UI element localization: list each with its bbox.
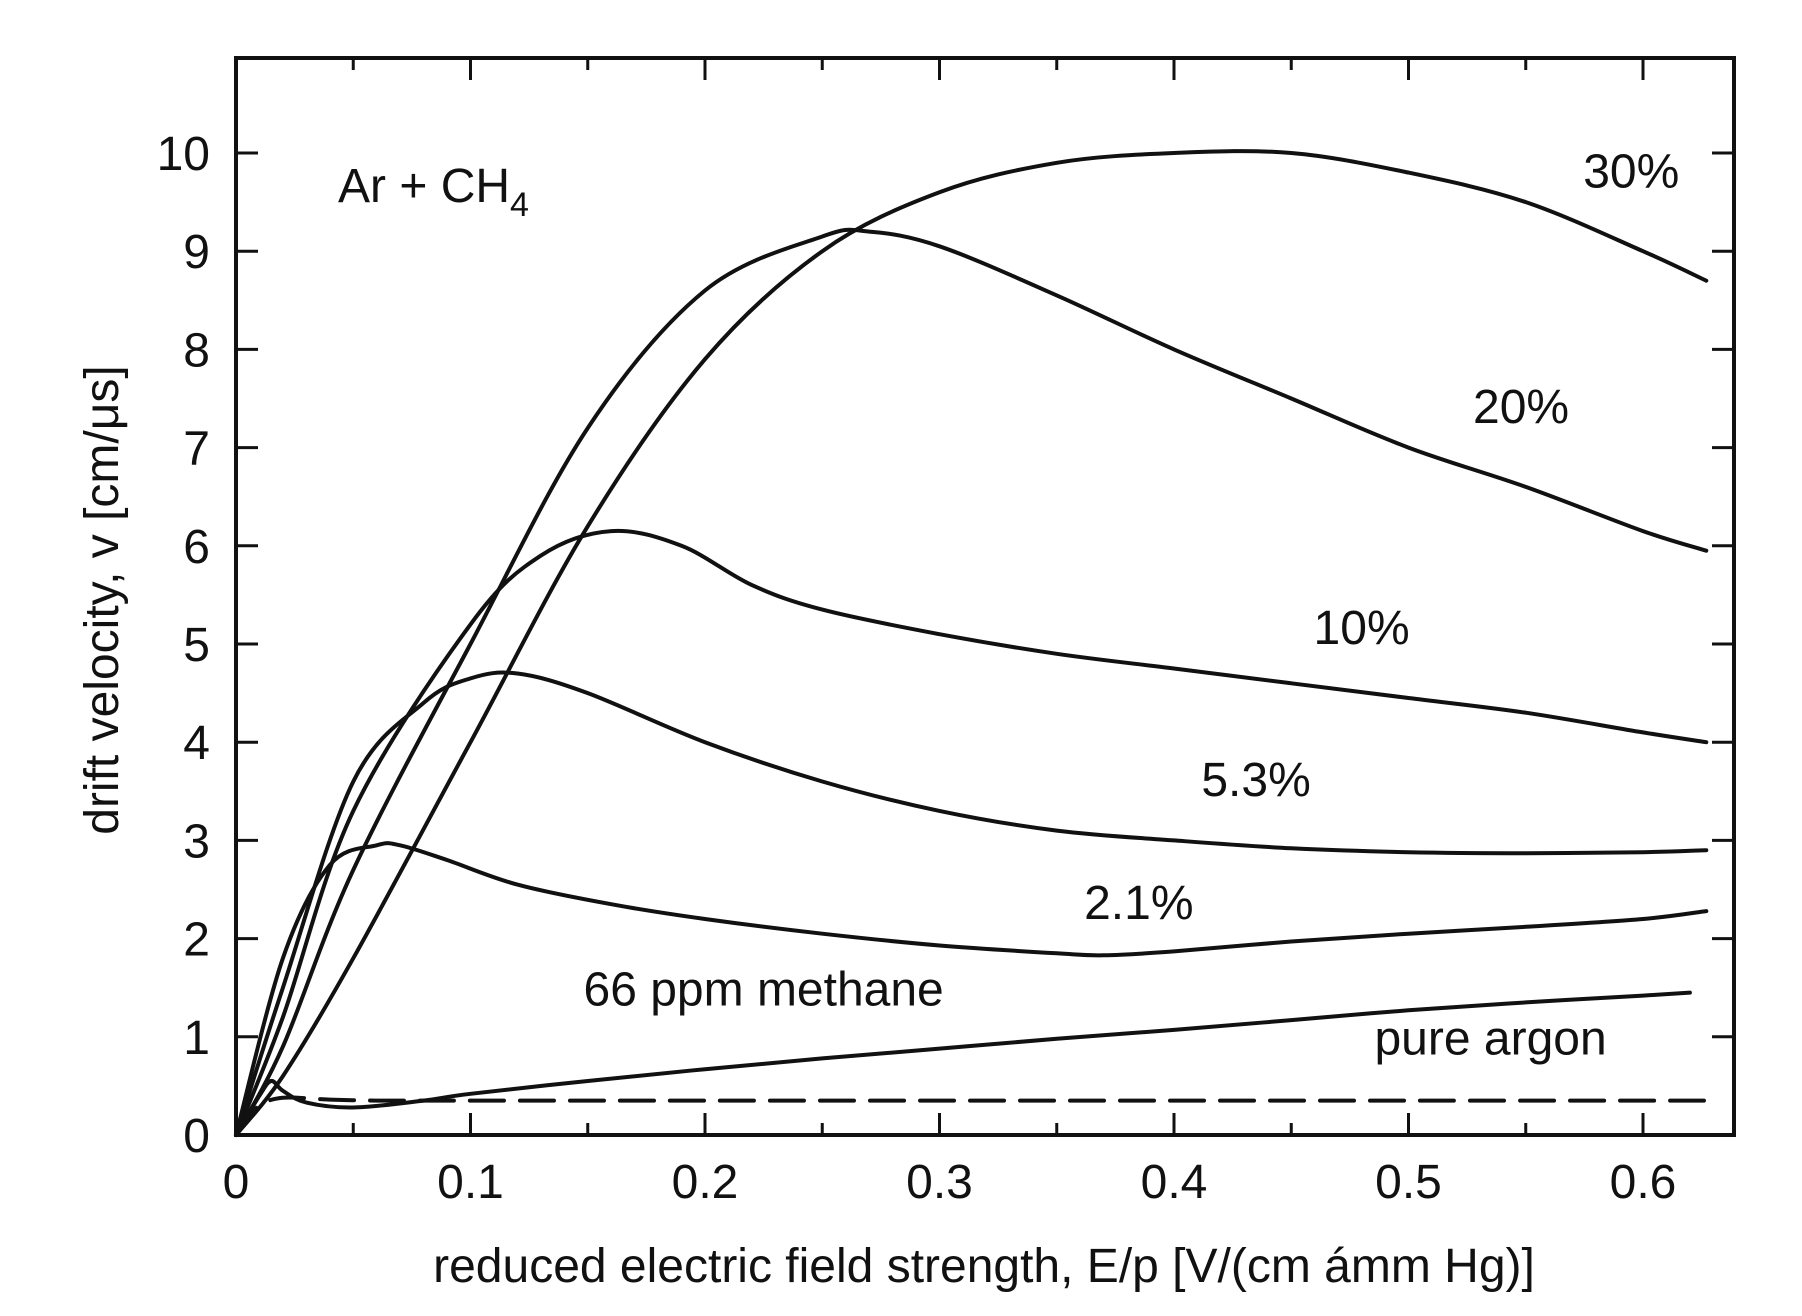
y-tick-label: 5	[183, 619, 210, 672]
series-line-0	[234, 149, 1709, 1137]
series-line-6	[234, 1095, 1709, 1137]
y-tick-label: 2	[183, 914, 210, 967]
tick-labels: 0 0.1 0.2 0.3 0.4 0.5 0.6 0 1 2 3 4 5 6 7 8 9 10	[157, 128, 1677, 1209]
x-tick-label: 0.2	[672, 1156, 739, 1209]
curve-label-0: 30%	[1583, 145, 1679, 198]
y-tick-label: 0	[183, 1110, 210, 1163]
curve-label-5: 66 ppm methane	[584, 963, 944, 1016]
x-tick-label: 0	[223, 1156, 250, 1209]
series-line-2	[234, 528, 1709, 1137]
curves	[234, 149, 1709, 1137]
x-tick-label: 0.1	[437, 1156, 504, 1209]
plot-frame	[234, 56, 1736, 1137]
y-tick-label: 9	[183, 226, 210, 279]
curve-label-2: 10%	[1314, 602, 1410, 655]
y-tick-label: 3	[183, 815, 210, 868]
axis-ticks	[234, 58, 1734, 1137]
series-line-1	[234, 227, 1709, 1137]
y-tick-label: 4	[183, 717, 210, 770]
y-tick-label: 8	[183, 324, 210, 377]
curve-label-1: 20%	[1473, 381, 1569, 434]
curve-label-4: 2.1%	[1084, 877, 1193, 930]
x-tick-label: 0.5	[1375, 1156, 1442, 1209]
y-tick-label: 10	[157, 128, 210, 181]
y-tick-label: 1	[183, 1012, 210, 1065]
curve-labels: 30% 20% 10% 5.3% 2.1% 66 ppm methane pure argo…	[584, 145, 1680, 1065]
x-axis-label: reduced electric field strength, E/p [V/…	[433, 1240, 1535, 1293]
x-tick-label: 0.3	[906, 1156, 973, 1209]
series-line-3	[234, 670, 1709, 1137]
y-tick-label: 7	[183, 423, 210, 476]
y-tick-label: 6	[183, 521, 210, 574]
x-tick-label: 0.6	[1610, 1156, 1677, 1209]
series-line-4	[234, 841, 1709, 1137]
annotation: Ar + CH4	[338, 160, 529, 224]
curve-label-6: pure argon	[1374, 1012, 1606, 1065]
y-axis-label: drift velocity, v [cm/μs]	[76, 365, 129, 835]
curve-label-3: 5.3%	[1201, 754, 1310, 807]
x-tick-label: 0.4	[1141, 1156, 1208, 1209]
